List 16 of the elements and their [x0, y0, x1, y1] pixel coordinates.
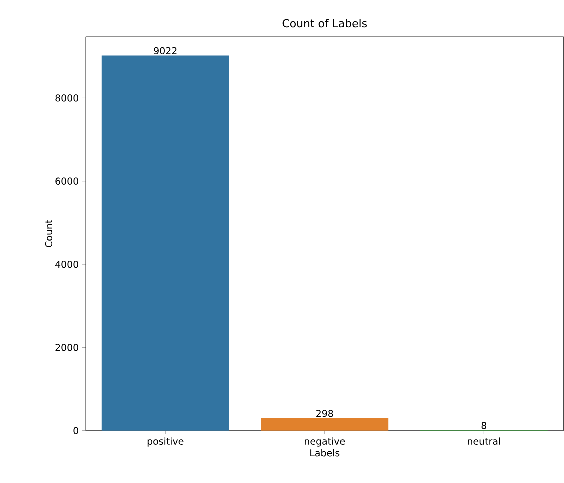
- y-tick-label: 8000: [56, 94, 78, 102]
- y-tick-label: 2000: [56, 344, 78, 352]
- data-label: 298: [316, 410, 334, 418]
- x-axis-title: Labels: [310, 449, 340, 457]
- y-tick-label: 0: [74, 427, 78, 435]
- bar: [102, 56, 230, 431]
- x-tick-label: negative: [305, 438, 346, 447]
- y-axis-title: Count: [45, 220, 53, 248]
- data-label: 9022: [154, 47, 177, 55]
- chart-title: Count of Labels: [282, 19, 368, 28]
- x-tick-label: neutral: [468, 438, 500, 446]
- data-label: 8: [482, 422, 487, 430]
- y-tick-label: 6000: [56, 178, 78, 186]
- x-tick-label: positive: [148, 438, 184, 447]
- y-tick-label: 4000: [56, 261, 78, 268]
- bar: [261, 418, 389, 431]
